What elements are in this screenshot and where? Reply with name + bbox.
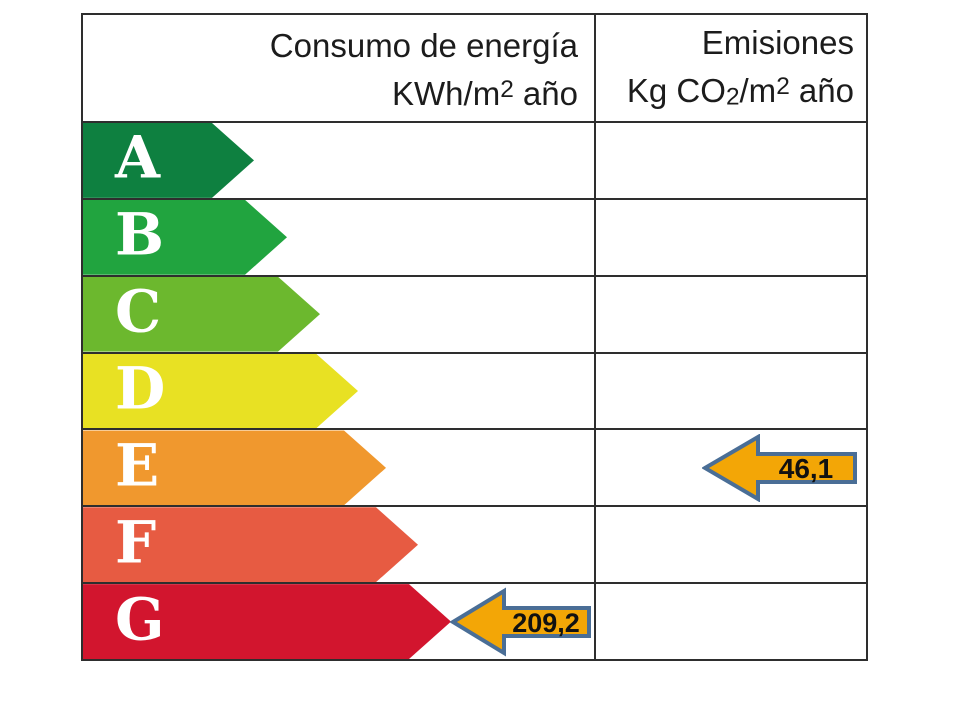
rating-row-e: E 46,1 [83, 428, 866, 506]
emissions-header-cell: Emisiones Kg CO2/m2 año [596, 15, 866, 121]
emissions-header-line1: Emisiones [701, 23, 854, 61]
consumption-header-line1: Consumo de energía [269, 27, 578, 65]
emissions-cell-g [596, 584, 866, 659]
rating-letter-a: A [115, 124, 161, 193]
rating-arrow-b: B [83, 200, 287, 275]
rating-arrow-d: D [83, 354, 358, 429]
rating-row-d: D [83, 351, 866, 429]
consumption-value-arrow: 209,2 [450, 587, 591, 657]
rating-letter-b: B [115, 200, 165, 269]
rating-cell-c: C [83, 276, 596, 352]
rating-row-a: A [83, 121, 866, 198]
rating-cell-f: F [83, 507, 596, 583]
consumption-unit-exponent: 2 [500, 76, 514, 104]
rating-letter-f: F [115, 508, 157, 577]
emissions-cell-f [596, 507, 866, 582]
rating-row-c: C [83, 274, 866, 352]
rating-cell-a: A [83, 123, 596, 198]
rating-arrow-a: A [83, 123, 254, 198]
consumption-header-line2: KWh/m2 año [392, 74, 578, 112]
rating-letter-e: E [115, 431, 160, 500]
emissions-value-text: 46,1 [779, 453, 834, 484]
rating-table: Consumo de energía KWh/m2 año Emisiones … [81, 13, 868, 661]
table-header-row: Consumo de energía KWh/m2 año Emisiones … [83, 15, 866, 121]
emissions-cell-a [596, 123, 866, 198]
rating-row-f: F [83, 505, 866, 583]
consumption-header-cell: Consumo de energía KWh/m2 año [83, 15, 596, 121]
co2-subscript: 2 [725, 83, 740, 111]
emissions-value-arrow-shape [702, 433, 857, 502]
emissions-cell-c [596, 277, 866, 352]
rating-arrow-e: E [83, 430, 386, 505]
rating-row-b: B [83, 197, 866, 275]
emissions-cell-b [596, 200, 866, 275]
emissions-header-line2: Kg CO2/m2 año [626, 71, 854, 111]
rating-row-g: G 209,2 [83, 582, 866, 660]
consumption-value-arrow-shape [450, 587, 591, 657]
rating-letter-c: C [115, 277, 162, 346]
rating-cell-e: E [83, 430, 596, 506]
rating-letter-g: G [115, 585, 165, 654]
rating-cell-g: G 209,2 [83, 584, 596, 660]
rating-arrow-g: G [83, 584, 451, 659]
rating-cell-b: B [83, 199, 596, 275]
emissions-unit-exponent: 2 [776, 72, 790, 100]
emissions-value-arrow: 46,1 [702, 433, 857, 502]
rating-arrow-c: C [83, 277, 320, 352]
consumption-value-text: 209,2 [512, 608, 580, 638]
rating-letter-d: D [115, 354, 166, 423]
emissions-cell-d [596, 354, 866, 429]
rating-arrow-f: F [83, 507, 418, 582]
rating-cell-d: D [83, 353, 596, 429]
emissions-cell-e: 46,1 [596, 430, 866, 505]
